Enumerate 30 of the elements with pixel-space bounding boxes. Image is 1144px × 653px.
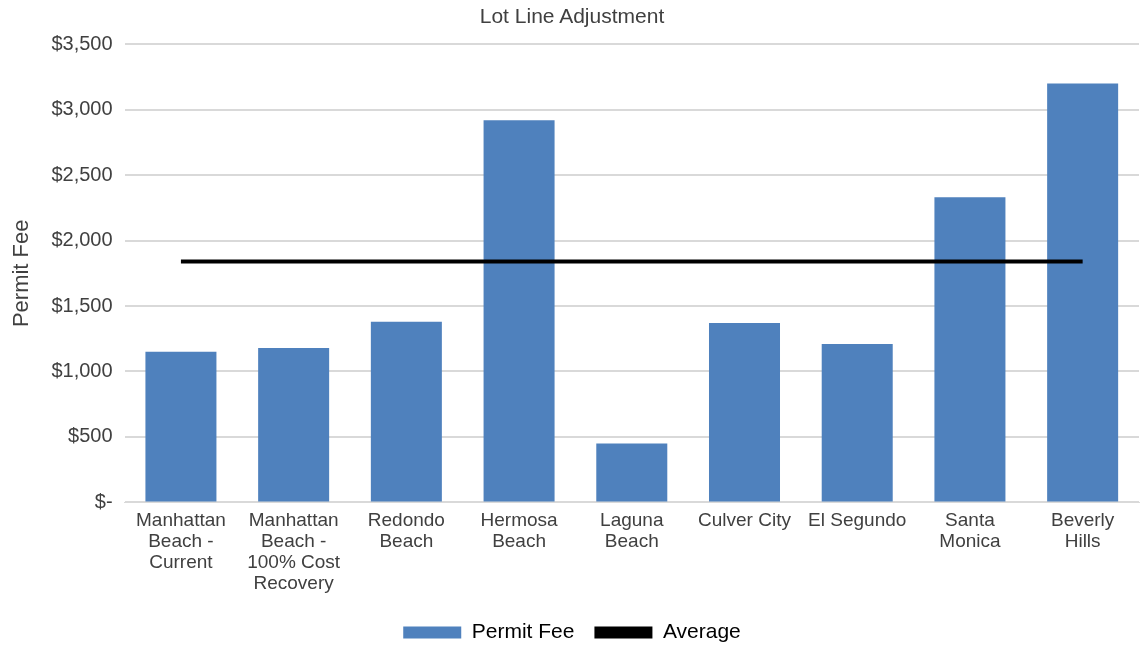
x-tick-label: Santa Monica (939, 509, 1001, 551)
bar (709, 323, 781, 502)
x-tick-label: Redondo Beach (367, 509, 445, 551)
x-tick-label: Manhattan Beach - 100% Cost Recovery (247, 509, 341, 593)
x-tick-label: Hermosa Beach (480, 509, 559, 551)
chart-title: Lot Line Adjustment (479, 4, 665, 28)
y-axis-title: Permit Fee (8, 219, 34, 328)
x-tick-label: Manhattan Beach - Current (136, 509, 226, 572)
bar (145, 351, 217, 502)
bar (258, 347, 330, 502)
bar (1047, 83, 1119, 502)
bar (821, 343, 893, 502)
y-tick-label: $- (94, 489, 113, 512)
x-tick-label: Laguna Beach (600, 509, 664, 551)
legend-label: Average (662, 619, 741, 643)
y-tick-label: $3,500 (51, 31, 113, 54)
bar (596, 443, 668, 502)
bar (483, 120, 555, 502)
x-tick-label: Culver City (698, 509, 792, 531)
bar (370, 321, 442, 502)
y-tick-label: $2,000 (51, 228, 113, 251)
y-tick-label: $1,500 (51, 293, 113, 316)
y-tick-label: $500 (68, 424, 113, 447)
y-tick-label: $3,000 (51, 97, 113, 120)
x-tick-label: Beverly Hills (1050, 509, 1115, 551)
y-tick-label: $1,000 (51, 359, 113, 381)
bar (934, 197, 1006, 502)
y-tick-label: $2,500 (51, 162, 113, 185)
legend-label: Permit Fee (471, 619, 575, 643)
x-tick-label: El Segundo (808, 509, 907, 531)
